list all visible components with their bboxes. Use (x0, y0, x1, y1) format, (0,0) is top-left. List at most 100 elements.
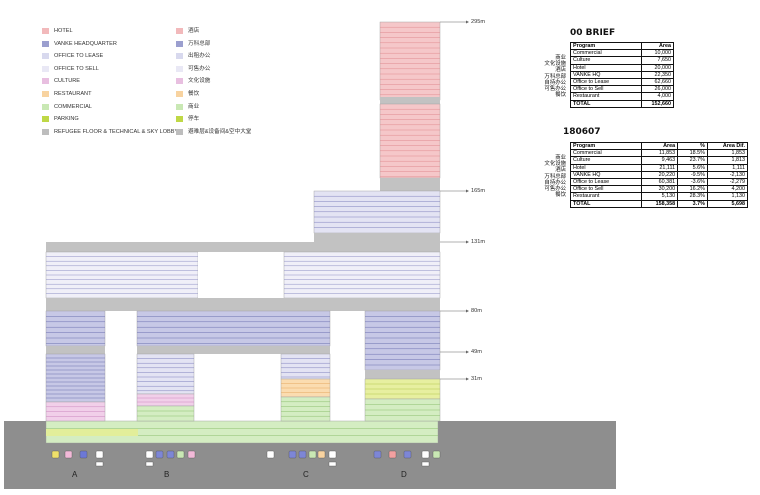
column-label-c: C (303, 470, 309, 479)
scheme-title: 180607 (563, 127, 601, 137)
chinese-program-label: 可售办公 (544, 86, 566, 93)
table-cell: 21,111 (640, 163, 679, 172)
table-cell: 1,111 (706, 163, 749, 172)
entrance-icon (266, 450, 275, 459)
table-cell: Restaurant (570, 92, 642, 101)
bridge-void (198, 252, 284, 298)
table-cell: 1,813 (706, 156, 749, 165)
legend-swatch (176, 91, 183, 97)
table-cell: VANKE HQ (570, 170, 642, 180)
legend-swatch (176, 116, 183, 123)
level-label: 80m (471, 308, 482, 314)
table-cell: 30,200 (640, 185, 679, 194)
bridge-floor-band (46, 298, 440, 311)
brief-header-area: Area (641, 41, 674, 51)
table-cell: Culture (570, 156, 642, 165)
chinese-program-label: 自持办公 (544, 79, 566, 86)
table-total-row: TOTAL 158,358 3.7% 5,698 (570, 199, 749, 208)
brief-table: Program Area Commercial 10,000 Culture 7,65… (570, 41, 674, 108)
legend-label: 可售办公 (188, 65, 211, 72)
legend-swatch (42, 116, 49, 123)
table-cell: 11,853 (640, 149, 679, 158)
column-b-hq-zone (136, 310, 331, 347)
table-cell: Office to Sell (570, 85, 642, 94)
table-row: Restaurant 4,000 (570, 92, 674, 101)
legend-label: 商业 (188, 103, 200, 110)
chinese-program-label: 商业 (555, 55, 566, 61)
table-cell: Restaurant (570, 192, 642, 201)
table-cell: Office to Sell (570, 185, 642, 194)
table-row: Commercial 10,000 (570, 49, 674, 58)
legend-swatch (176, 103, 183, 110)
hotel-zone (379, 21, 441, 101)
level-label: 131m (471, 239, 485, 245)
legend-label: OFFICE TO SELL (54, 65, 99, 72)
bridge-gray-band (46, 242, 440, 252)
legend-label: 餐饮 (188, 91, 200, 97)
legend-swatch (42, 65, 49, 72)
table-total-cell: TOTAL (570, 99, 642, 108)
scheme-chinese-labels: 商业 文化设施 酒店 万科总部 自持办公 可售办公 餐饮 (530, 155, 566, 198)
entrance-icon (79, 450, 88, 459)
table-row: Office to Lease 60,381 -3.6% -2,279 (570, 178, 749, 187)
level-label: 165m (471, 188, 485, 194)
legend-swatch (42, 53, 49, 60)
table-cell: 1,853 (706, 149, 749, 158)
scheme-header-area: Area (640, 141, 679, 151)
table-cell: 22,350 (641, 70, 674, 80)
entrance-icon (64, 450, 73, 459)
scheme-header-area-dif: Area Dif. (706, 141, 749, 151)
legend-label: OFFICE TO LEASE (54, 53, 104, 60)
table-cell: 26,000 (641, 85, 674, 94)
chinese-program-label: 餐饮 (555, 192, 566, 199)
technical-floor-band (314, 233, 440, 242)
sky-lobby-band (380, 97, 440, 104)
entrance-icon (51, 450, 60, 459)
column-b-lease-zone (136, 353, 195, 395)
column-d-refuge-band (365, 370, 440, 379)
table-cell: -2,279 (706, 178, 749, 187)
level-leader-arrow (466, 377, 469, 381)
table-total-cell: 5,698 (706, 199, 749, 208)
column-label-b: B (164, 470, 170, 479)
legend-swatch (176, 78, 183, 85)
chinese-program-label: 可售办公 (544, 186, 566, 193)
entrance-icon (421, 450, 430, 459)
table-cell: 20,220 (640, 170, 679, 180)
legend-swatch (176, 128, 183, 135)
entrance-icon (288, 450, 297, 459)
level-label: 31m (471, 376, 482, 382)
table-row: Culture 7,650 (570, 56, 674, 65)
table-row: Office to Sell 30,200 16.2% 4,200 (570, 185, 749, 194)
column-c-commercial-zone (280, 396, 331, 422)
column-a-refuge-band (46, 346, 105, 354)
chinese-program-label: 万科总部 (544, 73, 566, 80)
column-b-refuge-band (137, 346, 330, 354)
entrance-icon (317, 450, 326, 459)
legend-label: PARKING (54, 116, 79, 123)
table-cell: 18.5% (677, 149, 708, 158)
vehicle-entrance-icon (328, 461, 337, 467)
refuge-floor-band (380, 178, 440, 191)
table-cell: Office to Lease (570, 178, 642, 187)
chinese-program-label: 酒店 (555, 67, 566, 74)
level-leader-arrow (466, 240, 469, 244)
entrance-icon (308, 450, 317, 459)
chinese-program-label: 文化设施 (544, 161, 566, 168)
table-cell: Office to Lease (570, 78, 642, 87)
table-total-cell: 152,660 (641, 99, 674, 108)
legend-label: 酒店 (188, 28, 200, 34)
entrance-icon (328, 450, 337, 459)
legend-swatch (42, 128, 49, 135)
chinese-program-label: 酒店 (555, 167, 566, 174)
table-cell: 28.3% (677, 192, 708, 201)
legend-swatch (42, 40, 49, 47)
table-cell: 5.6% (677, 163, 708, 172)
table-cell: -2,130 (706, 170, 749, 180)
table-cell: Hotel (570, 63, 642, 72)
table-cell: Culture (570, 56, 642, 65)
level-leader-arrow (466, 309, 469, 313)
level-label: 49m (471, 349, 482, 355)
scheme-section: 180607 (563, 127, 601, 137)
